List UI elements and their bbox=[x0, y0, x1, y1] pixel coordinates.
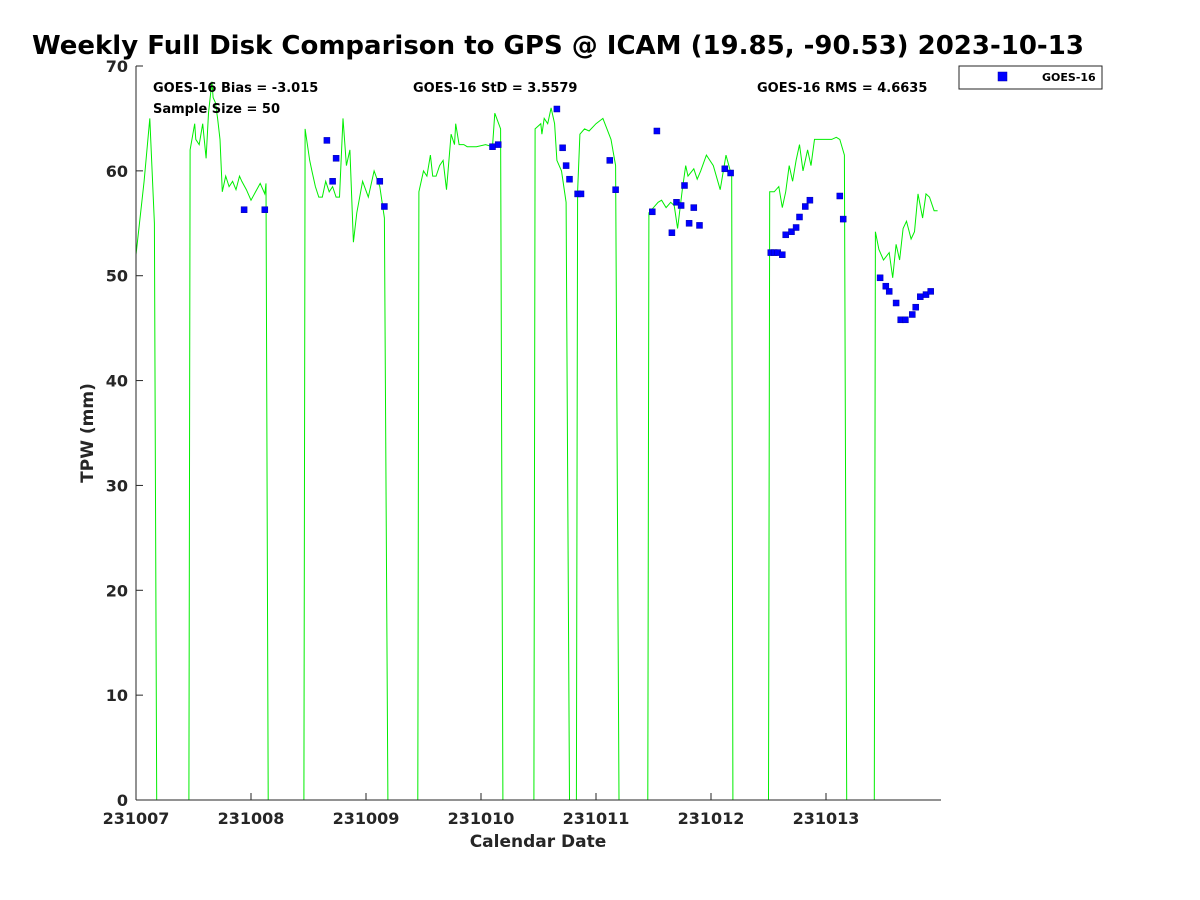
legend-label-goes-16: GOES-16 bbox=[1042, 71, 1096, 84]
x-axis-label: Calendar Date bbox=[470, 832, 607, 852]
goes-16-point bbox=[885, 288, 893, 295]
goes-16-point bbox=[802, 203, 809, 210]
goes-16-point bbox=[577, 190, 585, 198]
goes-16-point bbox=[329, 178, 336, 185]
goes-16-point bbox=[649, 208, 656, 216]
goes-16-point bbox=[553, 105, 561, 113]
y-tick-label: 60 bbox=[106, 162, 128, 181]
std-annotation: GOES-16 StD = 3.5579 bbox=[413, 81, 577, 96]
goes-16-point bbox=[494, 141, 502, 148]
legend: GOES-16 bbox=[958, 65, 1103, 90]
x-tick-label: 231010 bbox=[448, 809, 515, 828]
chart-title: Weekly Full Disk Comparison to GPS @ ICA… bbox=[32, 31, 1084, 61]
goes-16-point bbox=[690, 204, 698, 211]
y-tick-label: 0 bbox=[117, 791, 128, 810]
goes-16-point bbox=[902, 316, 909, 324]
goes-16-point bbox=[792, 224, 800, 231]
goes-16-point bbox=[876, 274, 884, 282]
goes-16-point bbox=[562, 162, 570, 169]
goes-16-point bbox=[261, 206, 269, 213]
y-tick-label: 50 bbox=[106, 267, 128, 286]
y-tick-label: 40 bbox=[106, 372, 128, 391]
x-tick-label: 231007 bbox=[103, 809, 170, 828]
y-tick-label: 10 bbox=[106, 686, 128, 705]
y-tick-label: 20 bbox=[106, 581, 128, 600]
goes-16-point bbox=[806, 196, 814, 204]
goes-16-point bbox=[779, 251, 786, 258]
goes-marker-layer bbox=[240, 105, 934, 324]
x-tick-label: 231011 bbox=[563, 809, 630, 828]
goes-16-point bbox=[668, 229, 676, 236]
y-tick-label: 30 bbox=[106, 476, 128, 495]
goes-16-point bbox=[653, 127, 661, 135]
goes-16-point bbox=[788, 228, 795, 235]
y-tick-label: 70 bbox=[106, 57, 128, 76]
goes-16-point bbox=[566, 175, 573, 183]
goes-16-point bbox=[677, 202, 685, 209]
goes-16-point bbox=[681, 182, 688, 189]
goes-16-point bbox=[782, 231, 789, 239]
goes-16-point bbox=[376, 178, 384, 185]
goes-16-point bbox=[240, 206, 248, 213]
goes-16-point bbox=[685, 220, 693, 227]
gps-tpw-line bbox=[135, 81, 938, 801]
x-tick-label: 231009 bbox=[333, 809, 400, 828]
goes-16-point bbox=[796, 213, 803, 221]
goes-16-point bbox=[882, 282, 890, 290]
goes-16-point bbox=[721, 165, 729, 173]
y-ticks: 0 10 20 30 40 50 60 70 bbox=[106, 57, 143, 810]
goes-16-point bbox=[332, 155, 340, 162]
goes-16-point bbox=[559, 144, 566, 152]
x-tick-label: 231012 bbox=[678, 809, 745, 828]
goes-16-point bbox=[892, 299, 900, 307]
goes-16-point bbox=[912, 303, 919, 311]
y-axis-label: TPW (mm) bbox=[78, 383, 98, 483]
goes-16-point bbox=[917, 293, 924, 300]
goes-16-point bbox=[836, 192, 844, 200]
x-tick-label: 231013 bbox=[793, 809, 860, 828]
goes-16-point bbox=[489, 143, 496, 150]
goes-16-point bbox=[696, 222, 703, 229]
goes-16-point bbox=[323, 137, 331, 144]
bias-annotation: GOES-16 Bias = -3.015 bbox=[153, 81, 318, 96]
goes-16-point bbox=[612, 186, 619, 193]
gps-line-layer bbox=[135, 81, 938, 801]
goes-16-point bbox=[927, 288, 934, 295]
legend-marker-goes-16 bbox=[997, 71, 1008, 82]
goes-16-point bbox=[909, 311, 916, 318]
x-tick-label: 231008 bbox=[218, 809, 285, 828]
goes-16-point bbox=[839, 215, 847, 223]
sample-size-annotation: Sample Size = 50 bbox=[153, 102, 280, 117]
rms-annotation: GOES-16 RMS = 4.6635 bbox=[757, 81, 927, 96]
goes-16-point bbox=[606, 157, 614, 164]
legend-box bbox=[958, 65, 1103, 90]
plot-axes bbox=[135, 66, 941, 801]
x-ticks: 231007 231008 231009 231010 231011 231012 2310… bbox=[103, 793, 860, 828]
goes-16-point bbox=[727, 169, 734, 177]
goes-16-point bbox=[381, 203, 388, 210]
